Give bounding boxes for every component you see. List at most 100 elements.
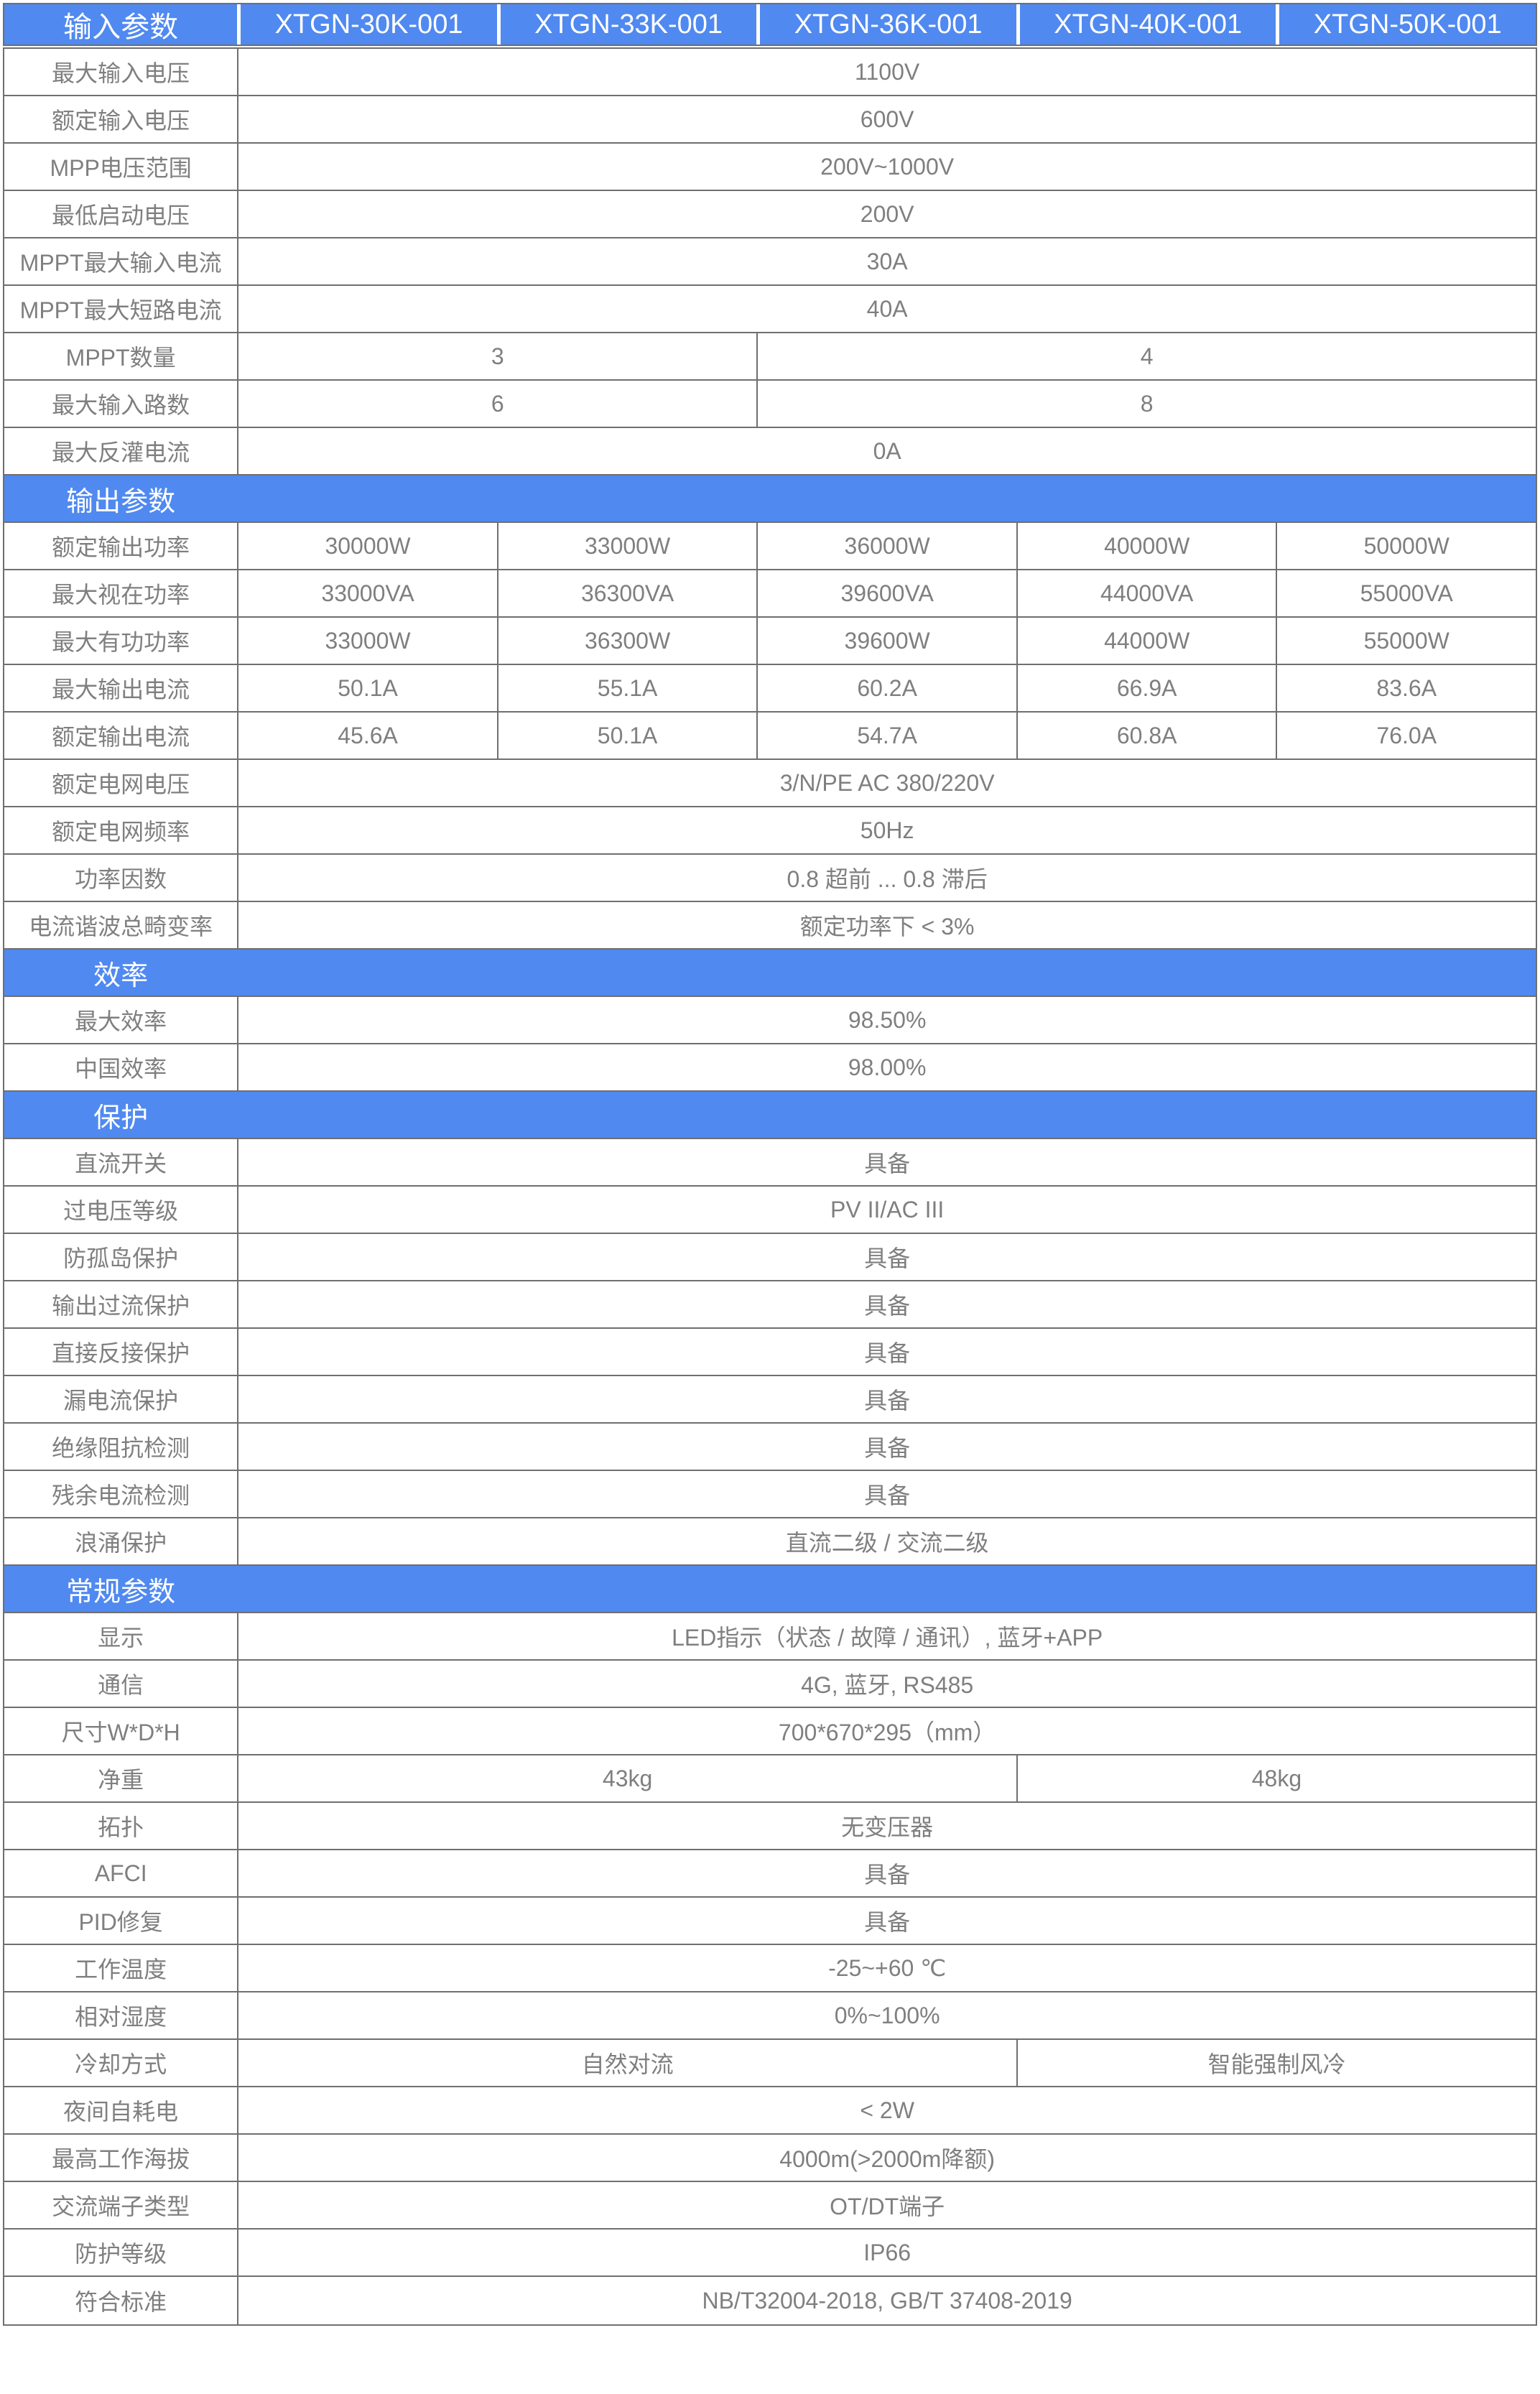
section-title: 常规参数 xyxy=(66,1577,176,1607)
row-label: MPPT数量 xyxy=(65,345,176,371)
row-value-cell: 3 xyxy=(237,333,756,379)
section-title: 保护 xyxy=(93,1103,149,1133)
table-row: 额定输入电压 600V xyxy=(4,96,1536,144)
row-value-cell: 43kg xyxy=(237,1755,1016,1801)
table-row: 浪涌保护 直流二级 / 交流二级 xyxy=(4,1518,1536,1566)
row-label: 尺寸W*D*H xyxy=(61,1720,180,1745)
row-label: 直接反接保护 xyxy=(52,1340,190,1366)
table-row: 中国效率 98.00% xyxy=(4,1044,1536,1092)
row-value-cell: 具备 xyxy=(237,1471,1536,1517)
row-value-cell: 30A xyxy=(237,238,1536,284)
row-value-cell: 具备 xyxy=(237,1850,1536,1896)
row-value-cell: 无变压器 xyxy=(237,1803,1536,1849)
row-value-cell: 具备 xyxy=(237,1898,1536,1944)
row-label: 防护等级 xyxy=(75,2241,167,2267)
row-label: 最低启动电压 xyxy=(52,203,190,228)
table-row: 额定输出电流 45.6A 50.1A 54.7A 60.8A 76.0A xyxy=(4,713,1536,760)
row-value-cell: < 2W xyxy=(237,2087,1536,2133)
table-row: MPPT数量 3 4 xyxy=(4,333,1536,381)
row-value-cell: 4 xyxy=(756,333,1536,379)
table-row: 最大有功功率 33000W 36300W 39600W 44000W 55000W xyxy=(4,618,1536,665)
row-value-cell: 98.00% xyxy=(237,1044,1536,1090)
spec-table-body: 最大输入电压 1100V 额定输入电压 600V MPP电压范围 200V~1000V 最低… xyxy=(3,47,1537,2326)
row-label: 防孤岛保护 xyxy=(63,1245,179,1271)
row-value-cell: 具备 xyxy=(237,1424,1536,1470)
table-row: 防护等级 IP66 xyxy=(4,2230,1536,2277)
row-value-cell: 4G, 蓝牙, RS485 xyxy=(237,1661,1536,1707)
row-value-cell: LED指示（状态 / 故障 / 通讯）, 蓝牙+APP xyxy=(237,1613,1536,1659)
row-value-cell: 48kg xyxy=(1016,1755,1536,1801)
section-band: 常规参数 xyxy=(4,1566,1536,1613)
table-row: 功率因数 0.8 超前 ... 0.8 滞后 xyxy=(4,855,1536,902)
table-row: 冷却方式 自然对流 智能强制风冷 xyxy=(4,2040,1536,2087)
row-value-cell: 40000W xyxy=(1016,523,1276,569)
row-value-cell: 具备 xyxy=(237,1234,1536,1280)
table-row: 夜间自耗电 < 2W xyxy=(4,2087,1536,2135)
table-row: 最大输入路数 6 8 xyxy=(4,381,1536,428)
row-label: 冷却方式 xyxy=(75,2051,167,2077)
header-model-cell: XTGN-36K-001 xyxy=(760,4,1016,45)
header-model-cell: XTGN-33K-001 xyxy=(500,4,757,45)
row-label: 额定输出功率 xyxy=(52,534,190,560)
row-value-cell: 36000W xyxy=(756,523,1016,569)
row-label: 额定输入电压 xyxy=(52,108,190,134)
table-row: 尺寸W*D*H 700*670*295（mm） xyxy=(4,1708,1536,1755)
table-row: 相对湿度 0%~100% xyxy=(4,1992,1536,2040)
row-label: 浪涌保护 xyxy=(75,1530,167,1556)
row-value-cell: 50.1A xyxy=(496,713,757,758)
row-label: 中国效率 xyxy=(75,1056,167,1082)
row-value-cell: 0%~100% xyxy=(237,1992,1536,2038)
section-title: 效率 xyxy=(93,960,149,991)
table-row: 净重 43kg 48kg xyxy=(4,1755,1536,1803)
table-row: 额定电网电压 3/N/PE AC 380/220V xyxy=(4,760,1536,807)
row-label: PID修复 xyxy=(78,1909,163,1935)
row-value-cell: 33000W xyxy=(237,618,497,664)
table-header-row: 输入参数 XTGN-30K-001 XTGN-33K-001 XTGN-36K-00… xyxy=(3,3,1537,46)
row-value-cell: IP66 xyxy=(237,2230,1536,2275)
row-label: 绝缘阻抗检测 xyxy=(52,1435,190,1461)
row-label: 拓扑 xyxy=(98,1814,144,1840)
row-value-cell: 55000W xyxy=(1276,618,1536,664)
table-row: 残余电流检测 具备 xyxy=(4,1471,1536,1518)
row-label: 符合标准 xyxy=(75,2289,167,2315)
row-value-cell: 8 xyxy=(756,381,1536,427)
table-row: 直流开关 具备 xyxy=(4,1139,1536,1187)
row-value-cell: NB/T32004-2018, GB/T 37408-2019 xyxy=(237,2277,1536,2324)
row-value-cell: 50.1A xyxy=(237,665,497,711)
row-label: 过电压等级 xyxy=(63,1198,179,1224)
section-band: 保护 xyxy=(4,1092,1536,1139)
row-value-cell: -25~+60 ℃ xyxy=(237,1945,1536,1991)
table-row: 最大输出电流 50.1A 55.1A 60.2A 66.9A 83.6A xyxy=(4,665,1536,713)
row-label: 相对湿度 xyxy=(75,2004,167,2030)
header-title-cell: 输入参数 xyxy=(4,4,238,45)
row-label: 电流谐波总畸变率 xyxy=(29,914,213,939)
table-row: 最低启动电压 200V xyxy=(4,191,1536,238)
row-label: AFCI xyxy=(94,1860,147,1886)
row-value-cell: 0A xyxy=(237,428,1536,474)
table-row: AFCI 具备 xyxy=(4,1850,1536,1898)
row-value-cell: 39600VA xyxy=(756,570,1016,616)
row-value-cell: 自然对流 xyxy=(237,2040,1016,2086)
row-label: 最大视在功率 xyxy=(52,582,190,608)
row-label: 最大反灌电流 xyxy=(52,440,190,465)
row-value-cell: 36300VA xyxy=(496,570,757,616)
row-label: 交流端子类型 xyxy=(52,2194,190,2219)
header-model-cell: XTGN-30K-001 xyxy=(241,4,497,45)
table-row: 拓扑 无变压器 xyxy=(4,1803,1536,1850)
table-row: MPP电压范围 200V~1000V xyxy=(4,144,1536,191)
row-value-cell: 0.8 超前 ... 0.8 滞后 xyxy=(237,855,1536,901)
table-row: 交流端子类型 OT/DT端子 xyxy=(4,2182,1536,2230)
row-value-cell: 6 xyxy=(237,381,756,427)
table-row: 通信 4G, 蓝牙, RS485 xyxy=(4,1661,1536,1708)
header-model-cell: XTGN-50K-001 xyxy=(1279,4,1536,45)
section-band: 输出参数 xyxy=(4,475,1536,523)
row-value-cell: 3/N/PE AC 380/220V xyxy=(237,760,1536,806)
table-row: MPPT最大短路电流 40A xyxy=(4,286,1536,333)
section-title: 输出参数 xyxy=(66,486,176,517)
table-row: 输出过流保护 具备 xyxy=(4,1281,1536,1329)
row-value-cell: 200V~1000V xyxy=(237,144,1536,190)
row-value-cell: 66.9A xyxy=(1016,665,1276,711)
row-value-cell: PV II/AC III xyxy=(237,1187,1536,1233)
row-value-cell: 600V xyxy=(237,96,1536,142)
table-row: 过电压等级 PV II/AC III xyxy=(4,1187,1536,1234)
